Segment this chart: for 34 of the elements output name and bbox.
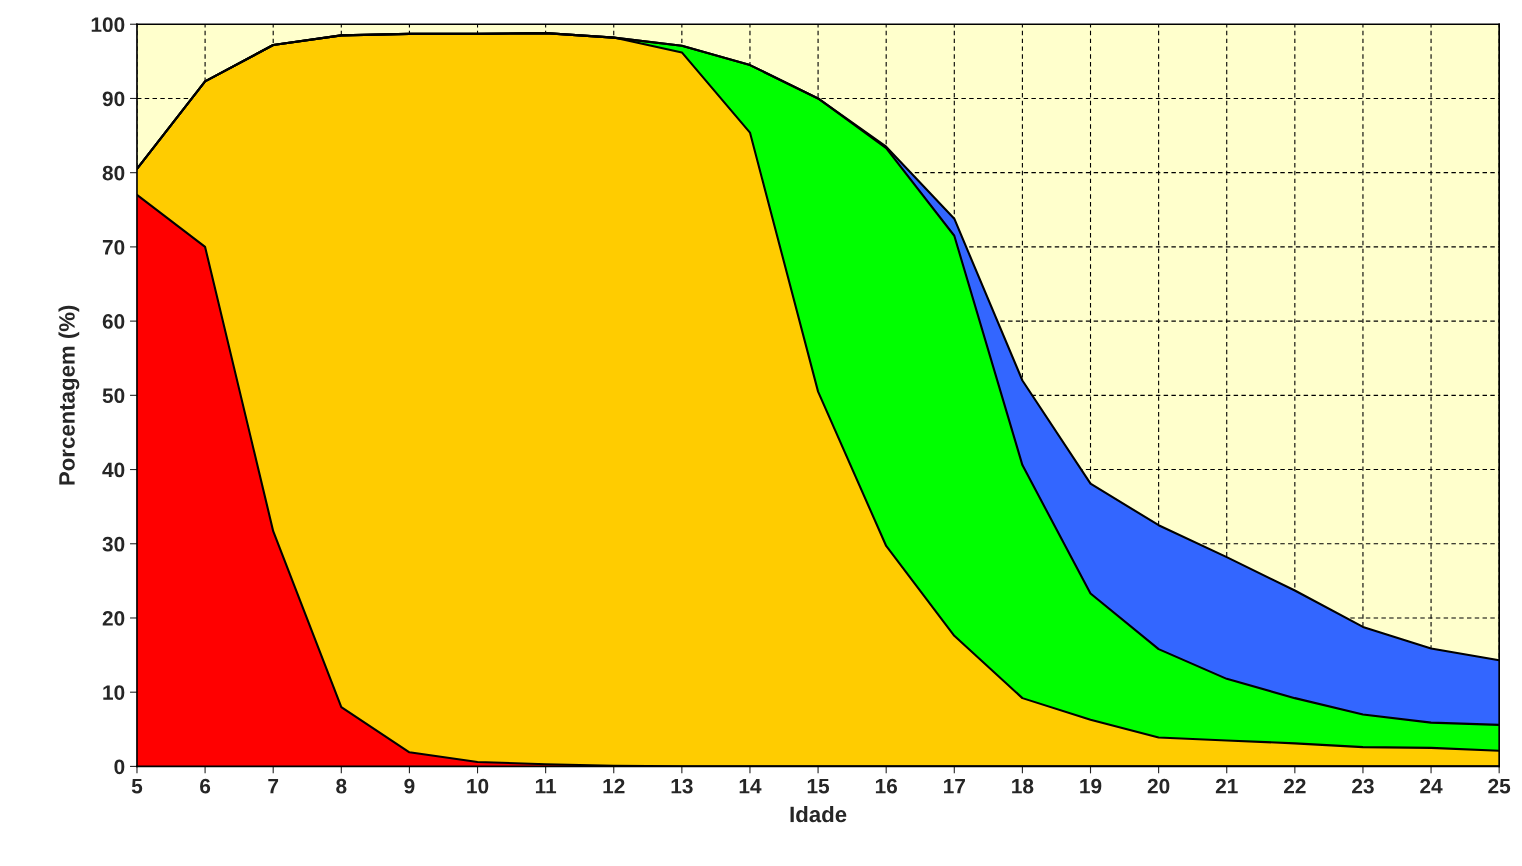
x-tick-label: 14 <box>739 778 762 794</box>
x-axis-title: Idade <box>790 805 847 823</box>
y-tick-label: 70 <box>102 239 125 255</box>
y-tick-label: 40 <box>102 462 125 478</box>
x-tick-label: 7 <box>268 778 279 794</box>
y-tick-label: 90 <box>102 91 125 107</box>
y-axis-title: Porcentagem (%) <box>58 305 80 485</box>
x-tick-label: 24 <box>1420 778 1443 794</box>
x-tick-label: 9 <box>404 778 415 794</box>
x-tick-label: 22 <box>1283 778 1306 794</box>
x-tick-label: 19 <box>1080 778 1102 794</box>
x-tick-label: 8 <box>336 778 347 794</box>
x-tick-label: 10 <box>467 778 489 794</box>
y-tick-label: 50 <box>102 388 125 404</box>
y-tick-label: 20 <box>102 610 125 626</box>
x-tick-label: 20 <box>1147 778 1170 794</box>
x-tick-label: 12 <box>603 778 625 794</box>
x-tick-label: 13 <box>671 778 693 794</box>
x-tick-label: 5 <box>131 778 143 794</box>
x-tick-label: 25 <box>1488 778 1511 794</box>
y-tick-label: 10 <box>103 685 125 700</box>
x-tick-label: 23 <box>1352 778 1374 794</box>
y-tick-label: 80 <box>102 165 125 181</box>
x-tick-label: 15 <box>807 778 830 794</box>
y-tick-label: 30 <box>102 536 125 552</box>
x-tick-label: 18 <box>1012 778 1034 794</box>
y-tick-label: 100 <box>91 17 125 32</box>
x-tick-label: 6 <box>200 778 211 794</box>
x-tick-label: 21 <box>1215 778 1238 794</box>
y-tick-label: 60 <box>102 314 125 329</box>
x-tick-label: 17 <box>944 778 965 794</box>
x-tick-label: 16 <box>875 778 898 794</box>
y-tick-label: 0 <box>114 759 125 775</box>
x-tick-label: 11 <box>535 778 557 794</box>
